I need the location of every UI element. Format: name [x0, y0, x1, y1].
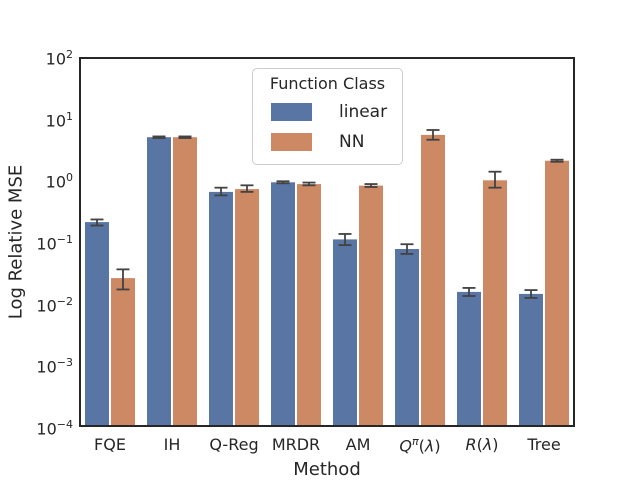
x-axis-label: Method: [293, 459, 361, 480]
legend-label-nn: NN: [339, 132, 365, 152]
bar-linear-FQE: [85, 222, 109, 427]
x-tick-AM: AM: [345, 435, 371, 454]
x-tick-IH: IH: [163, 435, 181, 454]
x-tick-MRDR: MRDR: [271, 435, 321, 454]
bar-linear-AM: [333, 239, 357, 427]
y-tick-10e-3: 10−3: [36, 356, 73, 377]
y-tick-10e-2: 10−2: [36, 294, 73, 315]
y-tick-10e0: 100: [45, 171, 73, 192]
x-tick-Tree: Tree: [527, 435, 561, 454]
x-tick-R(λ): R(λ): [465, 435, 499, 454]
legend-label-linear: linear: [339, 102, 388, 122]
bar-NN-Q-Reg: [235, 189, 259, 427]
bar-NN-Tree: [545, 160, 569, 427]
bar-chart-canvas: [79, 57, 575, 427]
x-tick-Q-Reg: Q-Reg: [209, 435, 259, 454]
legend-swatch-linear: [271, 103, 312, 121]
bar-linear-Q-Reg: [209, 191, 233, 427]
plot-area: [79, 57, 575, 427]
x-tick-FQE: FQE: [94, 435, 126, 454]
y-tick-10e-4: 10−4: [36, 418, 73, 439]
legend-swatch-nn: [271, 133, 312, 151]
legend: Function Class linear NN: [252, 68, 403, 165]
bar-linear-MRDR: [271, 182, 295, 427]
legend-entry-linear: linear: [261, 97, 394, 127]
bar-NN-IH: [173, 137, 197, 427]
bar-linear-Tree: [519, 293, 543, 427]
legend-entry-nn: NN: [261, 127, 394, 157]
legend-title: Function Class: [269, 74, 386, 93]
bar-NN-FQE: [111, 278, 135, 427]
y-tick-10e-1: 10−1: [36, 233, 73, 254]
bar-linear-Q^π(λ): [395, 249, 419, 427]
y-tick-10e2: 102: [45, 48, 73, 69]
bar-NN-Q^π(λ): [421, 134, 445, 427]
bar-NN-R(λ): [483, 180, 507, 427]
plot-spines: [79, 57, 575, 427]
x-tick-Q^π(λ): Qπ(λ): [399, 435, 441, 456]
bar-NN-AM: [359, 185, 383, 427]
bar-NN-MRDR: [297, 184, 321, 427]
y-tick-10e1: 101: [45, 109, 73, 130]
bar-linear-IH: [147, 137, 171, 427]
bar-linear-R(λ): [457, 291, 481, 427]
